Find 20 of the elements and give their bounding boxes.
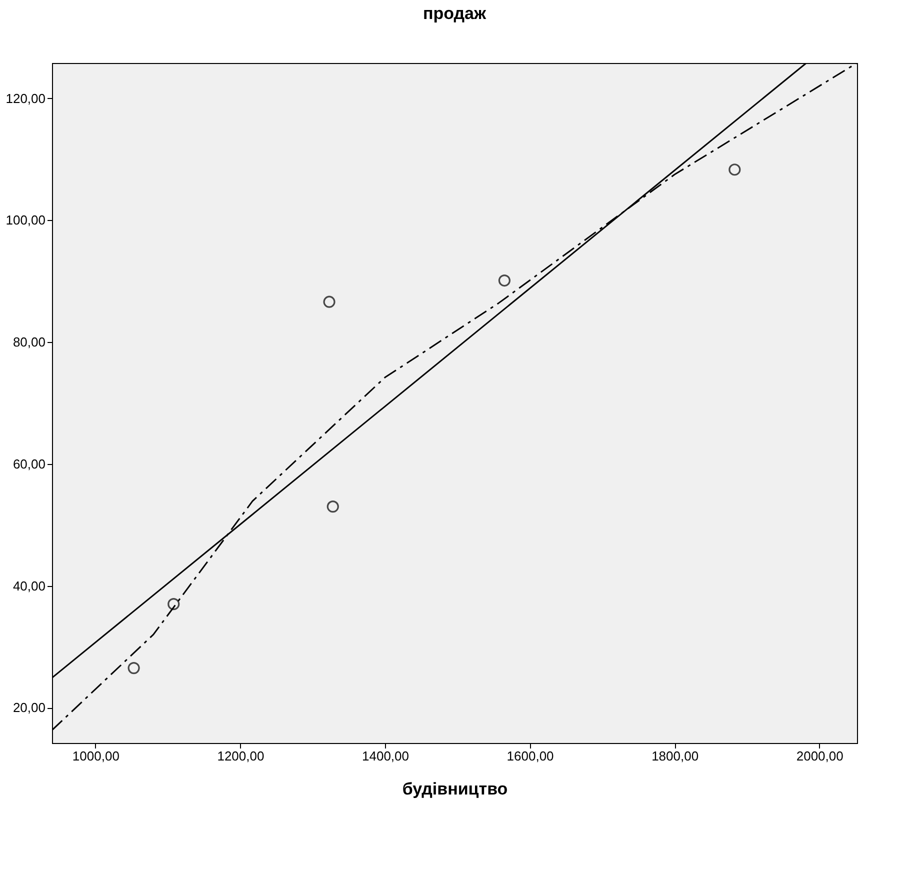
x-tick-label: 2000,00 [796, 748, 844, 764]
x-tick-label: 1600,00 [506, 748, 554, 764]
y-tick-label: 100,00 [6, 212, 46, 228]
point [323, 296, 336, 308]
point [728, 164, 741, 176]
x-tick-label: 1400,00 [362, 748, 410, 764]
y-tick-label: 20,00 [12, 700, 46, 716]
point [128, 662, 140, 674]
chart-title: продаж [422, 4, 487, 23]
point [498, 274, 510, 287]
y-tick-label: 120,00 [6, 90, 46, 106]
y-tick-label: 40,00 [12, 578, 46, 594]
x-axis-title: будівництво [402, 780, 508, 798]
x-tick-label: 1200,00 [217, 748, 264, 764]
y-tick-label: 80,00 [12, 334, 46, 350]
x-tick-label: 1800,00 [652, 748, 699, 764]
point [326, 500, 339, 513]
x-tick-label: 1000,00 [72, 748, 120, 764]
point [168, 598, 180, 610]
y-tick-label: 60,00 [12, 456, 46, 472]
